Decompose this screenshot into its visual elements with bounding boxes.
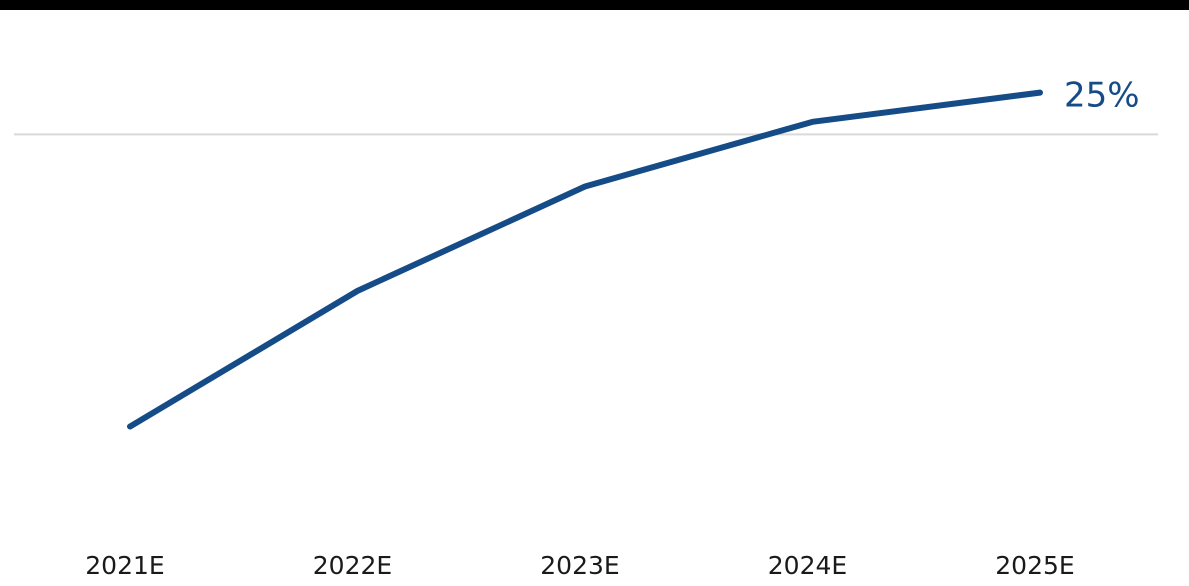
x-tick-label: 2023E	[540, 551, 619, 580]
x-tick-label: 2022E	[313, 551, 392, 580]
end-value-label: 25%	[1064, 76, 1140, 116]
x-tick-label: 2021E	[85, 551, 164, 580]
x-tick-label: 2024E	[768, 551, 847, 580]
x-tick-label: 2025E	[995, 551, 1074, 580]
series-line	[127, 89, 1043, 430]
top-rule	[0, 0, 1189, 10]
x-axis-ticks: 2021E 2022E 2023E 2024E 2025E	[85, 551, 1074, 580]
